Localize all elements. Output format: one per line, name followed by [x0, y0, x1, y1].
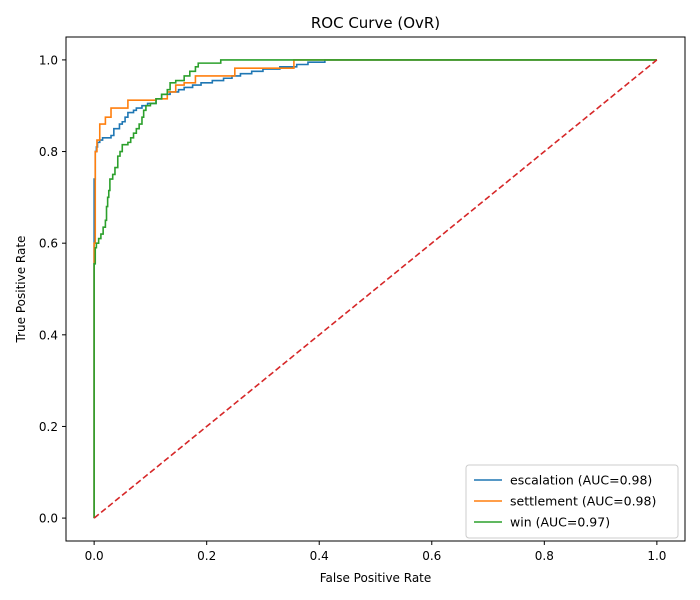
y-tick-label: 0.8 [39, 145, 58, 159]
plot-frame [65, 36, 686, 542]
x-tick-label: 0.2 [197, 549, 216, 563]
x-tick-label: 0.8 [535, 549, 554, 563]
chart-title: ROC Curve (OvR) [311, 14, 440, 32]
y-axis-label: True Positive Rate [14, 236, 28, 344]
y-tick-label: 0.4 [39, 328, 58, 342]
legend-box [465, 464, 679, 539]
x-tick-label: 0.4 [310, 549, 329, 563]
legend: escalation (AUC=0.98) settlement (AUC=0.9… [465, 464, 679, 539]
x-axis: 0.0 0.2 0.4 0.6 0.8 1.0 [85, 541, 666, 563]
y-tick-label: 0.2 [39, 420, 58, 434]
y-tick-label: 0.0 [39, 512, 58, 526]
x-tick-label: 1.0 [647, 549, 666, 563]
y-tick-label: 1.0 [39, 53, 58, 67]
x-tick-label: 0.6 [422, 549, 441, 563]
x-tick-label: 0.0 [85, 549, 104, 563]
chance-line [93, 59, 658, 519]
y-tick-label: 0.6 [39, 237, 58, 251]
y-axis: 0.0 0.2 0.4 0.6 0.8 1.0 [39, 53, 66, 526]
legend-label: win (AUC=0.97) [510, 515, 610, 530]
legend-label: settlement (AUC=0.98) [510, 494, 656, 509]
plot-area [65, 36, 686, 542]
x-axis-label: False Positive Rate [320, 571, 432, 585]
series-line-2 [93, 59, 657, 519]
legend-label: escalation (AUC=0.98) [510, 473, 652, 488]
